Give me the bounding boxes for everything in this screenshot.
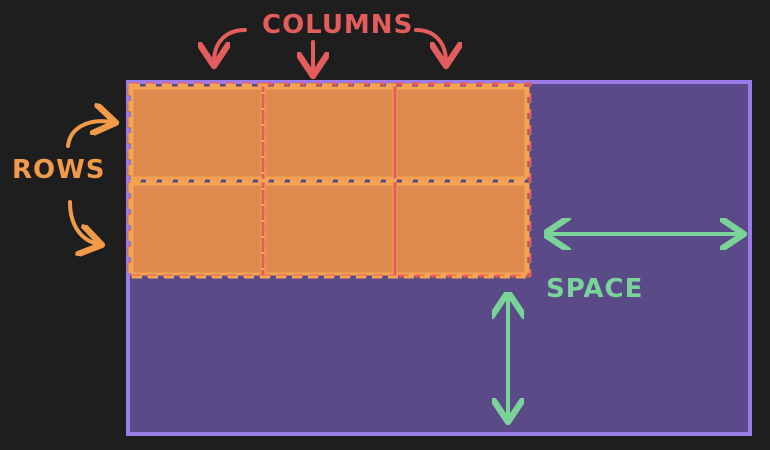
rows-arrow-top <box>66 121 112 148</box>
rows-arrow-bottom <box>68 200 98 244</box>
columns-label: COLUMNS <box>262 10 414 40</box>
space-arrows <box>508 234 740 418</box>
grid-cell-r1-c2 <box>262 86 396 180</box>
grid-cell-r2-c3 <box>394 182 528 276</box>
space-label: SPACE <box>546 274 644 304</box>
grid-cell-r1-c3 <box>394 86 528 180</box>
rows-arrows <box>66 121 112 244</box>
grid-cell-r2-c1 <box>130 182 264 276</box>
columns-arrow-left <box>214 28 247 62</box>
grid-cell-r2-c2 <box>262 182 396 276</box>
grid-cells <box>130 86 528 276</box>
columns-arrow-right <box>414 28 446 62</box>
grid-cell-r1-c1 <box>130 86 264 180</box>
column-track-3 <box>393 82 532 278</box>
rows-label: ROWS <box>12 155 106 185</box>
row-tracks <box>128 83 530 279</box>
row-track-2 <box>128 179 530 279</box>
columns-arrows <box>214 28 446 72</box>
